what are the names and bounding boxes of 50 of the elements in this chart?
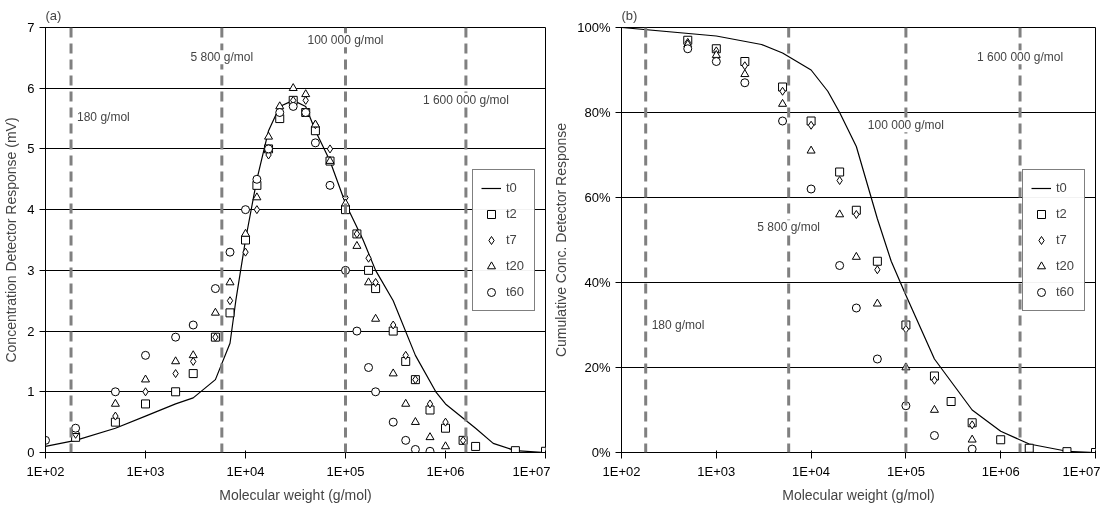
- chart-title: (a): [45, 7, 62, 23]
- y-tick-label: 40%: [584, 275, 611, 290]
- x-tick-label: 1E+04: [226, 463, 265, 479]
- legend-label: t7: [506, 232, 518, 247]
- x-tick-label: 1E+07: [512, 463, 551, 479]
- legend-label: t20: [1056, 258, 1076, 273]
- y-tick-label: 2: [27, 323, 35, 339]
- y-tick-label: 0: [27, 445, 35, 460]
- x-tick-label: 1E+06: [981, 463, 1020, 479]
- legend-label: t2: [506, 206, 518, 221]
- x-axis-title: Molecular weight (g/mol): [782, 486, 935, 503]
- x-tick-label: 1E+03: [697, 463, 736, 479]
- y-tick-label: 60%: [584, 190, 611, 205]
- y-tick-label: 5: [27, 141, 35, 157]
- x-tick-label: 1E+05: [886, 463, 925, 479]
- x-tick-label: 1E+04: [792, 463, 831, 479]
- legend-label: t2: [1056, 206, 1068, 221]
- y-axis-title: Cumulative Conc. Detector Response: [553, 122, 570, 358]
- legend-label: t20: [506, 258, 526, 273]
- y-axis-title: Concentration Detector Response (mV): [3, 117, 20, 363]
- y-tick-label: 80%: [584, 105, 611, 120]
- legend-label: t60: [1056, 284, 1076, 299]
- ref-line-label: 5 800 g/mol: [757, 220, 821, 235]
- ref-line-label: 1 600 000 g/mol: [422, 92, 509, 107]
- y-tick-label: 1: [27, 384, 35, 400]
- ref-line-label: 180 g/mol: [77, 109, 130, 124]
- x-tick-label: 1E+03: [126, 463, 165, 479]
- ref-line-label: 5 800 g/mol: [190, 50, 254, 65]
- y-tick-label: 20%: [584, 360, 611, 375]
- ref-line-label: 100 000 g/mol: [867, 118, 944, 133]
- legend-label: t60: [506, 284, 526, 299]
- x-tick-label: 1E+07: [1062, 463, 1101, 479]
- y-tick-label: 6: [27, 80, 35, 96]
- x-tick-label: 1E+02: [26, 463, 65, 479]
- y-tick-label: 0%: [591, 445, 611, 460]
- y-tick-label: 4: [27, 202, 35, 218]
- legend-label: t7: [1056, 232, 1068, 247]
- chart-title: (b): [621, 7, 638, 23]
- legend-label: t0: [1056, 180, 1068, 195]
- x-tick-label: 1E+06: [426, 463, 465, 479]
- y-tick-label: 100%: [577, 20, 611, 35]
- x-tick-label: 1E+05: [326, 463, 365, 479]
- legend-label: t0: [506, 180, 518, 195]
- x-tick-label: 1E+02: [602, 463, 641, 479]
- y-tick-label: 7: [27, 20, 35, 35]
- x-axis-title: Molecular weight (g/mol): [219, 486, 372, 503]
- ref-line-label: 1 600 000 g/mol: [977, 50, 1064, 65]
- y-tick-label: 3: [27, 262, 35, 278]
- ref-line-label: 100 000 g/mol: [307, 33, 384, 48]
- ref-line-label: 180 g/mol: [651, 318, 705, 332]
